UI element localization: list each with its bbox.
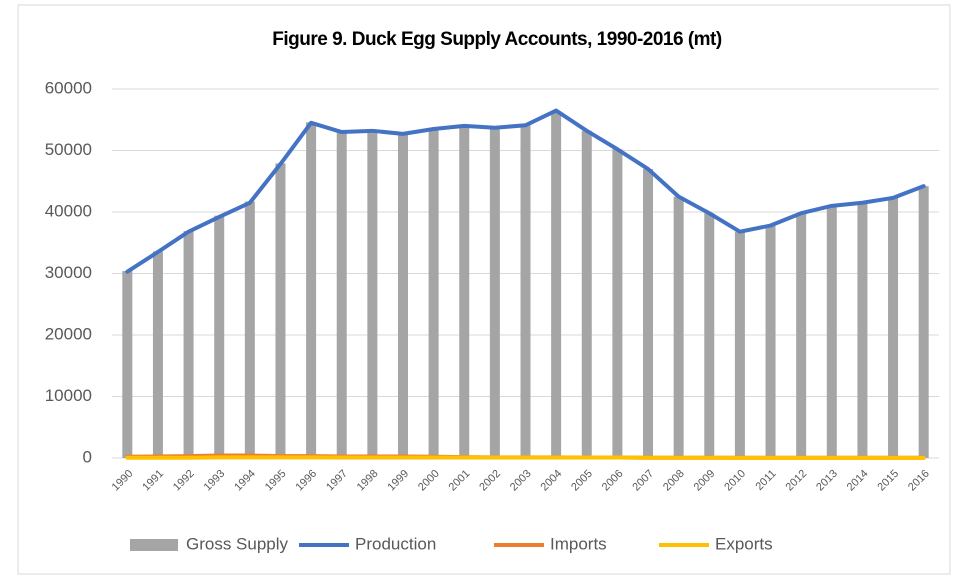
line: [125, 108, 926, 274]
y-tick-label: 10000: [45, 386, 92, 405]
bar: [888, 197, 899, 459]
bar: [918, 186, 929, 459]
bar: [520, 125, 531, 458]
legend-label: Imports: [550, 534, 607, 553]
y-tick-label: 40000: [45, 201, 92, 220]
bar: [152, 251, 163, 458]
legend-swatch: [130, 539, 178, 551]
y-tick-label: 0: [83, 447, 92, 466]
y-tick-label: 30000: [45, 263, 92, 282]
bar: [336, 131, 347, 458]
bar: [428, 128, 439, 459]
y-tick-label: 60000: [45, 78, 92, 97]
bar: [397, 133, 408, 458]
bar: [551, 111, 562, 458]
bar: [857, 202, 868, 458]
chart-frame: [17, 4, 951, 575]
legend-label: Production: [355, 534, 436, 553]
bar: [704, 213, 715, 458]
legend-label: Exports: [715, 534, 773, 553]
bar: [765, 225, 776, 458]
bar: [459, 125, 470, 459]
y-tick-label: 20000: [45, 324, 92, 343]
bar: [673, 196, 684, 458]
bar: [796, 213, 807, 458]
bar: [122, 271, 133, 458]
bar: [183, 231, 194, 458]
y-tick-label: 50000: [45, 140, 92, 159]
legend-label: Gross Supply: [186, 534, 289, 553]
chart-title: Figure 9. Duck Egg Supply Accounts, 1990…: [272, 29, 722, 50]
bar: [244, 201, 255, 459]
bar: [734, 231, 745, 458]
bar: [306, 122, 317, 459]
bar: [643, 168, 654, 458]
bar: [612, 149, 623, 458]
bar: [214, 215, 225, 458]
bar: [367, 130, 378, 458]
bar: [826, 205, 837, 458]
bar: [275, 163, 286, 459]
bar: [489, 127, 500, 459]
bar: [581, 130, 592, 458]
